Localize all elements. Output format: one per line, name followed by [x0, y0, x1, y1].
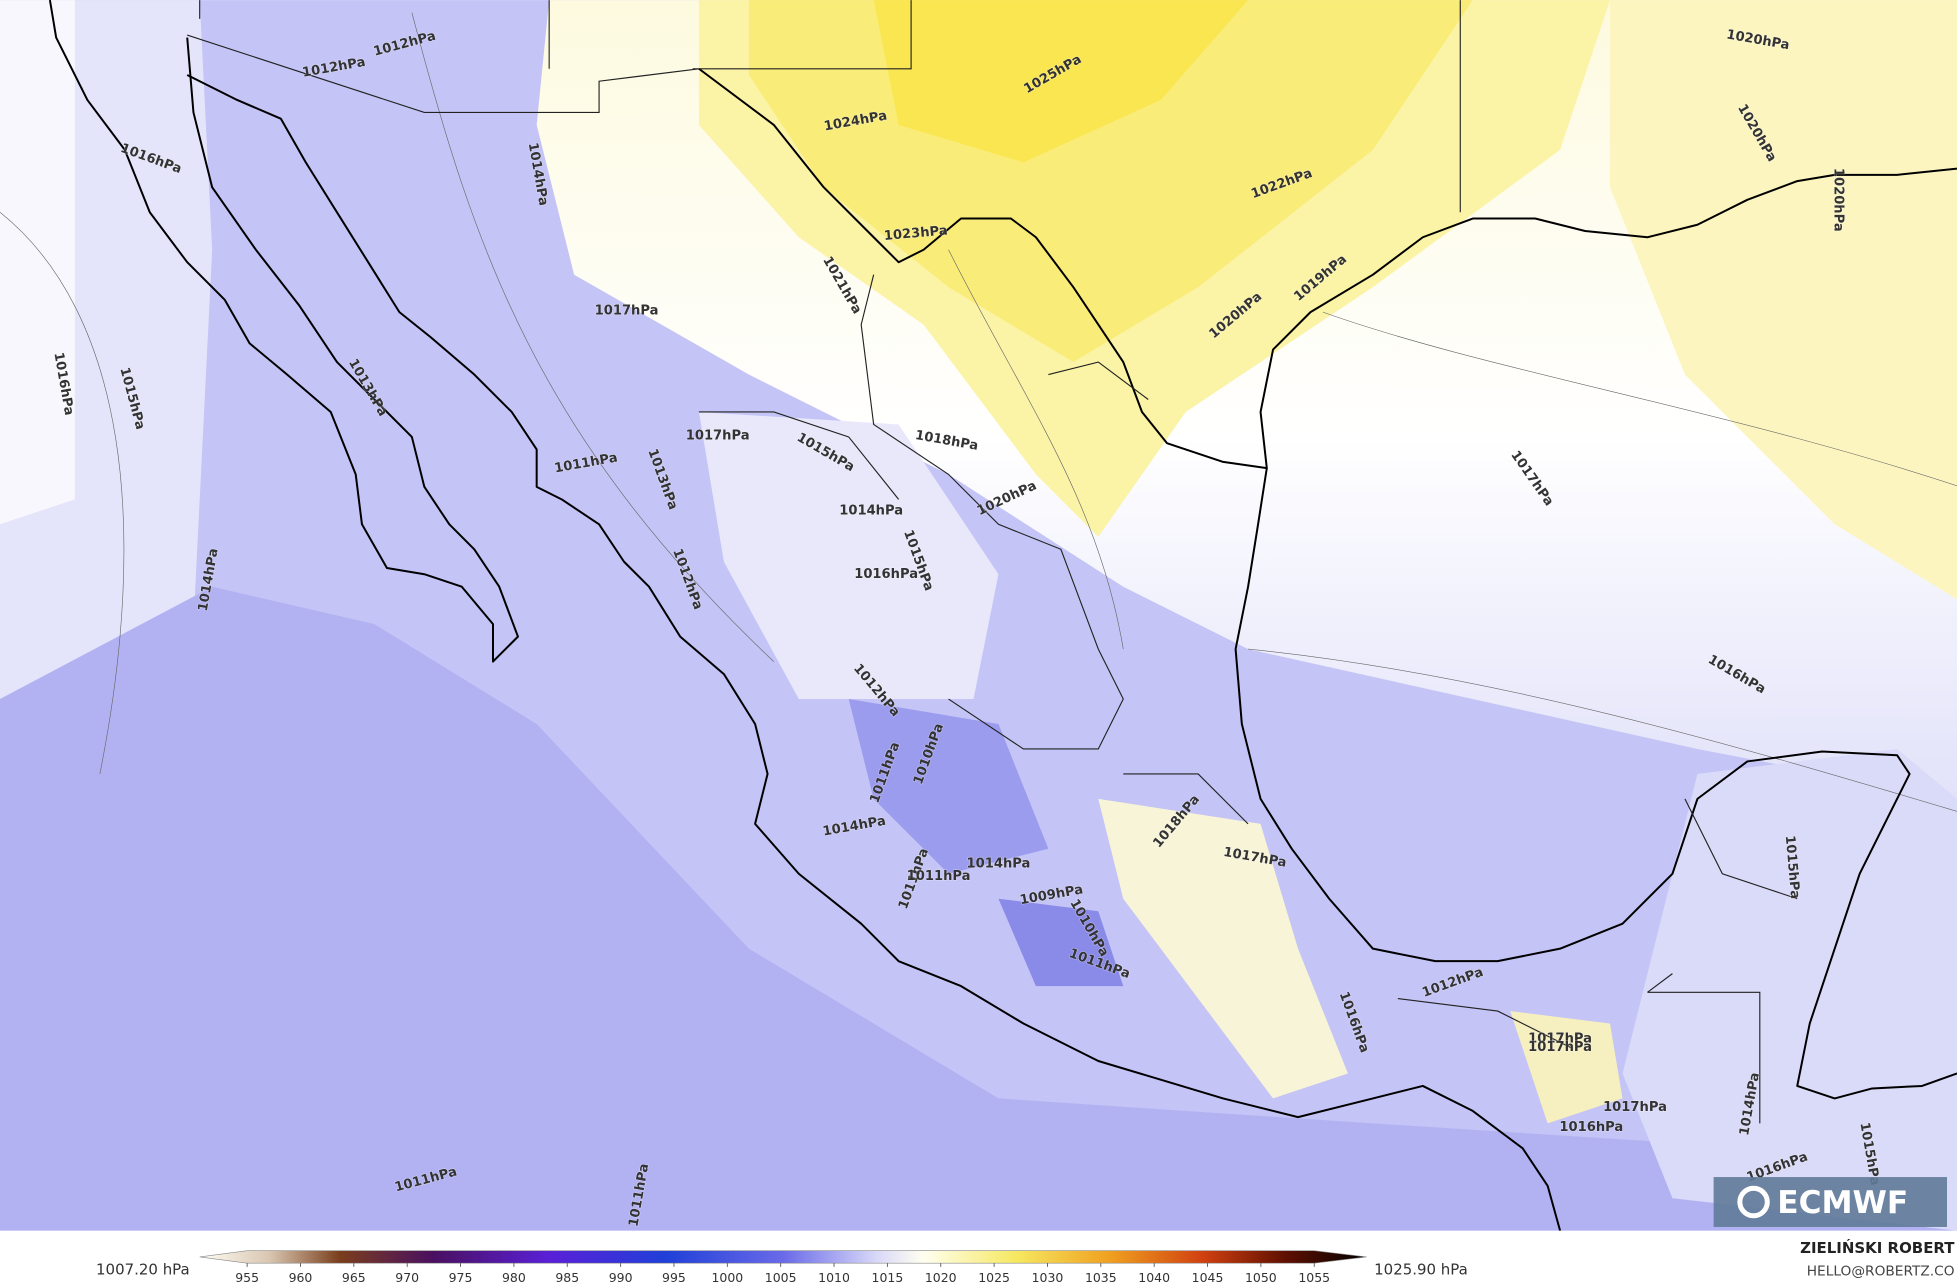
pressure-zone — [1622, 748, 1957, 1231]
colorbar-tick-label: 985 — [555, 1270, 579, 1285]
logo-box — [1713, 1177, 1948, 1227]
isobar-label: 1017hPa — [1603, 1100, 1667, 1115]
map-area — [0, 0, 1957, 1231]
colorbar-tick-label: 1055 — [1298, 1270, 1330, 1285]
colorbar: 1007.20 hPa 1025.90 hPa 955 960 965 970 975 9… — [0, 1230, 1957, 1287]
logo: ECMWF — [1713, 1177, 1948, 1227]
coastline — [1234, 467, 1957, 1100]
colorbar-tick-label: 960 — [289, 1270, 313, 1285]
isobar-label: 1017hPa — [1528, 1031, 1592, 1046]
colorbar-tick-label: 1025 — [978, 1270, 1010, 1285]
isobar-label: 1016hPa — [1559, 1120, 1623, 1135]
colorbar-tick-label: 1010 — [818, 1270, 850, 1285]
logo-icon — [1737, 1185, 1770, 1219]
colorbar-bar — [199, 1250, 1367, 1264]
isobar-label: 1016hPa — [854, 567, 918, 582]
isobar-label: 1014hPa — [839, 503, 903, 518]
min-label: 1007.20 hPa — [96, 1260, 190, 1278]
isobar — [0, 12, 1957, 812]
pressure-zone — [0, 586, 1957, 1231]
pressure-zone — [998, 898, 1124, 987]
isobar-label: 1017hPa — [686, 428, 750, 443]
colorbar-tick-label: 980 — [502, 1270, 526, 1285]
max-label: 1025.90 hPa — [1374, 1260, 1468, 1278]
colorbar-tick-label: 975 — [449, 1270, 473, 1285]
colorbar-tick-label: 1050 — [1245, 1270, 1277, 1285]
colorbar-tick-label: 965 — [342, 1270, 366, 1285]
isobar-label: 1017hPa — [1528, 1040, 1592, 1055]
pressure-zone — [1098, 798, 1348, 1099]
colorbar-tick-label: 990 — [609, 1270, 633, 1285]
logo-text: ECMWF — [1777, 1185, 1908, 1221]
colorbar-tick-label: 995 — [662, 1270, 686, 1285]
colorbar-tick-label: 1040 — [1138, 1270, 1170, 1285]
colorbar-tick-label: 955 — [235, 1270, 259, 1285]
pressure-zone — [1610, 0, 1957, 600]
isobar-label: 1017hPa — [595, 304, 659, 319]
colorbar-tick-label: 1045 — [1192, 1270, 1224, 1285]
colorbar-tick-label: 1000 — [711, 1270, 743, 1285]
coastline — [48, 0, 519, 663]
pressure-zone — [873, 0, 1249, 163]
state-border — [187, 0, 1798, 1124]
isobar-label: 1020hPa — [1831, 168, 1846, 232]
isobar-label: 1015hPa — [1782, 835, 1803, 900]
colorbar-tick-label: 1005 — [765, 1270, 797, 1285]
colorbar-tick-label: 1035 — [1085, 1270, 1117, 1285]
pressure-zone — [698, 411, 999, 700]
pressure-zone — [0, 0, 75, 525]
coastline — [186, 74, 1562, 1231]
isobar-label: 1014hPa — [967, 857, 1031, 872]
isobar-label: 1023hPa — [883, 224, 948, 245]
colorbar-tick-label: 970 — [395, 1270, 419, 1285]
pressure-zone — [1510, 1011, 1623, 1124]
author: ZIELIŃSKI ROBERT — [1800, 1238, 1955, 1257]
isobar-label: 1011hPa — [907, 869, 971, 884]
colorbar-tick-label: 1030 — [1032, 1270, 1064, 1285]
colorbar-tick-label: 1020 — [925, 1270, 957, 1285]
pressure-zone — [848, 699, 1049, 874]
contact: HELLO@ROBERTZ.CO — [1807, 1264, 1955, 1280]
colorbar-ticks: 955 960 965 970 975 980 985 990 995 1000 1005 1010 1… — [235, 1263, 1330, 1285]
colorbar-tick-label: 1015 — [872, 1270, 904, 1285]
